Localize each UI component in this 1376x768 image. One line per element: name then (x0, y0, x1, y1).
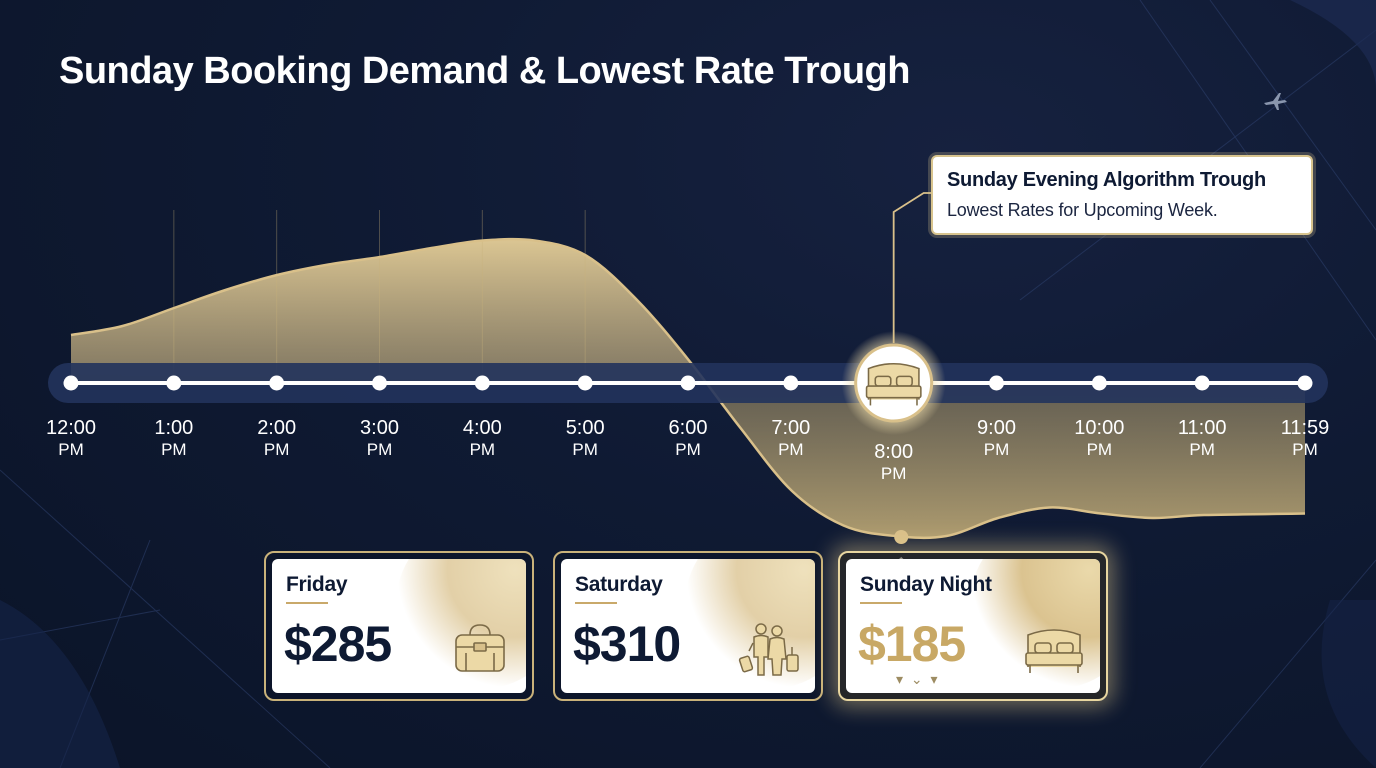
price-card-saturday: Saturday $310 (553, 551, 823, 701)
demand-area-above (71, 239, 1305, 383)
card-day-label: Friday (286, 573, 348, 596)
tick-label-ampm: PM (572, 440, 598, 459)
tick-label-time: 7:00 (771, 417, 810, 439)
price-card-body: Saturday $310 (561, 559, 815, 693)
tick-label-ampm: PM (984, 440, 1010, 459)
callout-title: Sunday Evening Algorithm Trough (947, 169, 1266, 191)
tick-label-ampm: PM (881, 464, 907, 483)
card-price: $285 (284, 616, 392, 672)
timeline-tick (989, 375, 1004, 391)
card-day-label: Sunday Night (860, 573, 992, 596)
tick-label-time: 9:00 (977, 417, 1016, 439)
tick-label-time: 6:00 (669, 417, 708, 439)
timeline-tick (63, 375, 79, 391)
price-card-body: Friday $285 (272, 559, 526, 693)
tick-label-ampm: PM (778, 440, 804, 459)
tick-label-ampm: PM (1292, 440, 1318, 459)
card-price: $185 (858, 616, 966, 672)
tick-label-ampm: PM (470, 440, 496, 459)
bed-icon (1025, 629, 1083, 673)
tick-label-ampm: PM (1087, 440, 1113, 459)
tick-label-time: 1:00 (154, 417, 193, 439)
card-divider (575, 602, 617, 604)
trough-callout: Sunday Evening Algorithm Trough Lowest R… (931, 155, 1313, 235)
callout-leader-line (892, 192, 931, 343)
price-card-friday: Friday $285 (264, 551, 534, 701)
tick-label-time: 5:00 (566, 417, 605, 439)
tick-label-ampm: PM (675, 440, 701, 459)
timeline-tick (474, 375, 490, 391)
card-day-label: Saturday (575, 573, 663, 596)
timeline-tick (1194, 375, 1210, 391)
tick-label-ampm: PM (1189, 440, 1215, 459)
tick-label-time: 11:59 (1281, 417, 1330, 439)
callout-leader (892, 192, 931, 343)
timeline-tick (372, 375, 387, 391)
tick-label-ampm: PM (58, 440, 84, 459)
timeline-tick (783, 375, 799, 391)
luggage-bag-icon (455, 624, 505, 672)
price-card-sunday-night: Sunday Night $185 ▾ ⌄ ▾ (838, 551, 1108, 701)
demand-series-line (70, 237, 1306, 540)
card-divider (860, 602, 902, 604)
trough-point (894, 530, 909, 544)
tick-label-ampm: PM (367, 440, 393, 459)
callout-subtitle: Lowest Rates for Upcoming Week. (947, 200, 1218, 220)
tick-label-time: 4:00 (463, 417, 502, 439)
timeline-tick (577, 375, 593, 391)
airplane-icon (1264, 93, 1287, 110)
card-divider (286, 602, 328, 604)
timeline-tick (166, 375, 182, 391)
tick-label-time: 8:00 (874, 441, 913, 463)
tick-label-time: 10:00 (1074, 417, 1124, 439)
timeline-tick (269, 375, 285, 391)
down-chevrons-icon: ▾ ⌄ ▾ (896, 671, 940, 687)
travelers-icon (738, 623, 799, 676)
demand-area-below (71, 383, 1305, 538)
bed-icon (865, 362, 922, 406)
chart-title: Sunday Booking Demand & Lowest Rate Trou… (59, 50, 910, 92)
tick-label-time: 11:00 (1178, 417, 1227, 439)
tick-label-time: 2:00 (257, 417, 296, 439)
timeline-tick (1091, 375, 1107, 391)
tick-label-ampm: PM (264, 440, 290, 459)
tick-label-ampm: PM (161, 440, 187, 459)
tick-label-time: 3:00 (360, 417, 399, 439)
timeline-axis: 12:00PM1:00PM2:00PM3:00PM4:00PM5:00PM6:0… (46, 331, 1329, 483)
timeline-tick (680, 375, 696, 391)
price-card-body: Sunday Night $185 ▾ ⌄ ▾ (846, 559, 1100, 693)
timeline-tick (1297, 375, 1313, 391)
card-price: $310 (573, 616, 681, 672)
tick-label-time: 12:00 (46, 417, 96, 439)
